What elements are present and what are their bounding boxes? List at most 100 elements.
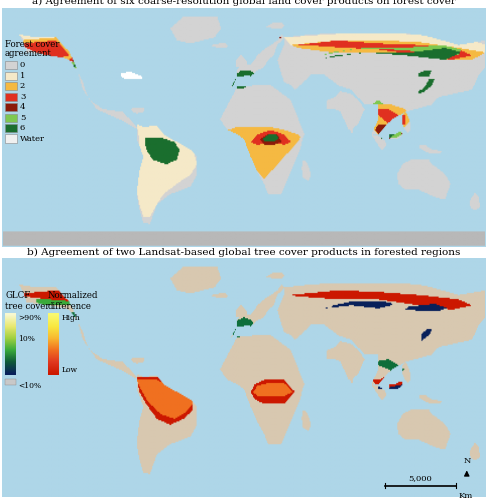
Bar <box>48 371 59 372</box>
Bar <box>5 322 16 324</box>
Bar <box>5 369 16 370</box>
Bar <box>5 316 16 317</box>
Bar <box>5 364 16 366</box>
Bar <box>5 361 16 362</box>
Bar <box>48 346 59 347</box>
Text: agreement: agreement <box>5 50 52 58</box>
Text: Low: Low <box>61 366 78 374</box>
Bar <box>48 328 59 329</box>
Bar <box>48 326 59 327</box>
Bar <box>48 367 59 368</box>
Bar <box>5 342 16 344</box>
Bar <box>48 355 59 356</box>
Bar <box>48 366 59 368</box>
Bar <box>5 356 16 358</box>
Bar <box>5 357 16 358</box>
Bar <box>5 350 16 351</box>
Text: 5: 5 <box>20 114 25 122</box>
Text: tree cover: tree cover <box>5 302 50 311</box>
Bar <box>5 358 16 360</box>
Bar <box>48 357 59 358</box>
Bar <box>5 363 16 364</box>
Text: a) Agreement of six coarse-resolution global land cover products on forest cover: a) Agreement of six coarse-resolution gl… <box>32 0 456 6</box>
Bar <box>48 363 59 364</box>
Bar <box>5 82 17 90</box>
Bar <box>5 349 16 350</box>
Bar <box>48 360 59 362</box>
Bar <box>5 328 16 330</box>
Bar <box>48 349 59 350</box>
Bar <box>5 330 16 332</box>
Bar <box>48 320 59 321</box>
Bar <box>48 354 59 356</box>
Bar <box>48 316 59 318</box>
Bar <box>48 340 59 342</box>
Bar <box>5 370 16 372</box>
Bar <box>5 334 16 336</box>
Bar <box>48 352 59 353</box>
Text: 2: 2 <box>20 82 25 90</box>
Bar <box>48 361 59 362</box>
Bar <box>5 324 16 326</box>
Bar <box>5 338 16 340</box>
Bar <box>5 336 16 337</box>
Bar <box>48 322 59 324</box>
Text: N: N <box>463 456 470 464</box>
Bar <box>5 103 17 112</box>
Bar <box>5 334 16 335</box>
Bar <box>48 370 59 372</box>
Bar <box>5 352 16 353</box>
Text: 0: 0 <box>20 62 25 70</box>
Text: Water: Water <box>20 134 45 142</box>
Bar <box>5 351 16 352</box>
Bar <box>5 355 16 356</box>
Bar <box>48 344 59 345</box>
Bar <box>48 362 59 364</box>
Bar <box>48 316 59 317</box>
Bar <box>48 332 59 333</box>
Bar <box>5 373 16 374</box>
Bar <box>48 373 59 374</box>
Bar <box>5 371 16 372</box>
Bar <box>5 134 17 142</box>
Bar <box>5 344 16 346</box>
Bar <box>48 328 59 330</box>
Bar <box>48 342 59 343</box>
Bar <box>48 364 59 366</box>
Bar <box>48 318 59 320</box>
Text: <10%: <10% <box>19 382 41 390</box>
Text: >90%: >90% <box>19 314 41 322</box>
Bar <box>5 346 16 347</box>
Bar <box>48 353 59 354</box>
Bar <box>5 342 16 343</box>
Text: GLCF: GLCF <box>5 292 30 300</box>
Bar <box>48 372 59 374</box>
Text: 4: 4 <box>20 103 25 111</box>
Text: difference: difference <box>48 302 92 311</box>
Bar <box>5 324 16 325</box>
Bar <box>48 324 59 325</box>
Bar <box>5 353 16 354</box>
Bar <box>48 340 59 341</box>
Bar <box>5 360 16 362</box>
Bar <box>5 346 16 348</box>
Bar <box>48 342 59 344</box>
Bar <box>48 320 59 322</box>
Bar <box>5 72 17 80</box>
Bar <box>48 348 59 349</box>
Bar <box>5 318 16 319</box>
Text: 10%: 10% <box>19 335 36 343</box>
Bar <box>5 336 16 338</box>
Bar <box>5 359 16 360</box>
Bar <box>48 358 59 360</box>
Bar <box>5 318 16 320</box>
Bar <box>5 340 16 341</box>
Bar <box>48 351 59 352</box>
Bar <box>5 332 16 334</box>
Bar <box>5 338 16 339</box>
Bar <box>48 334 59 335</box>
Bar <box>48 326 59 328</box>
Bar <box>5 362 16 364</box>
Bar <box>48 314 59 316</box>
Bar <box>48 330 59 332</box>
